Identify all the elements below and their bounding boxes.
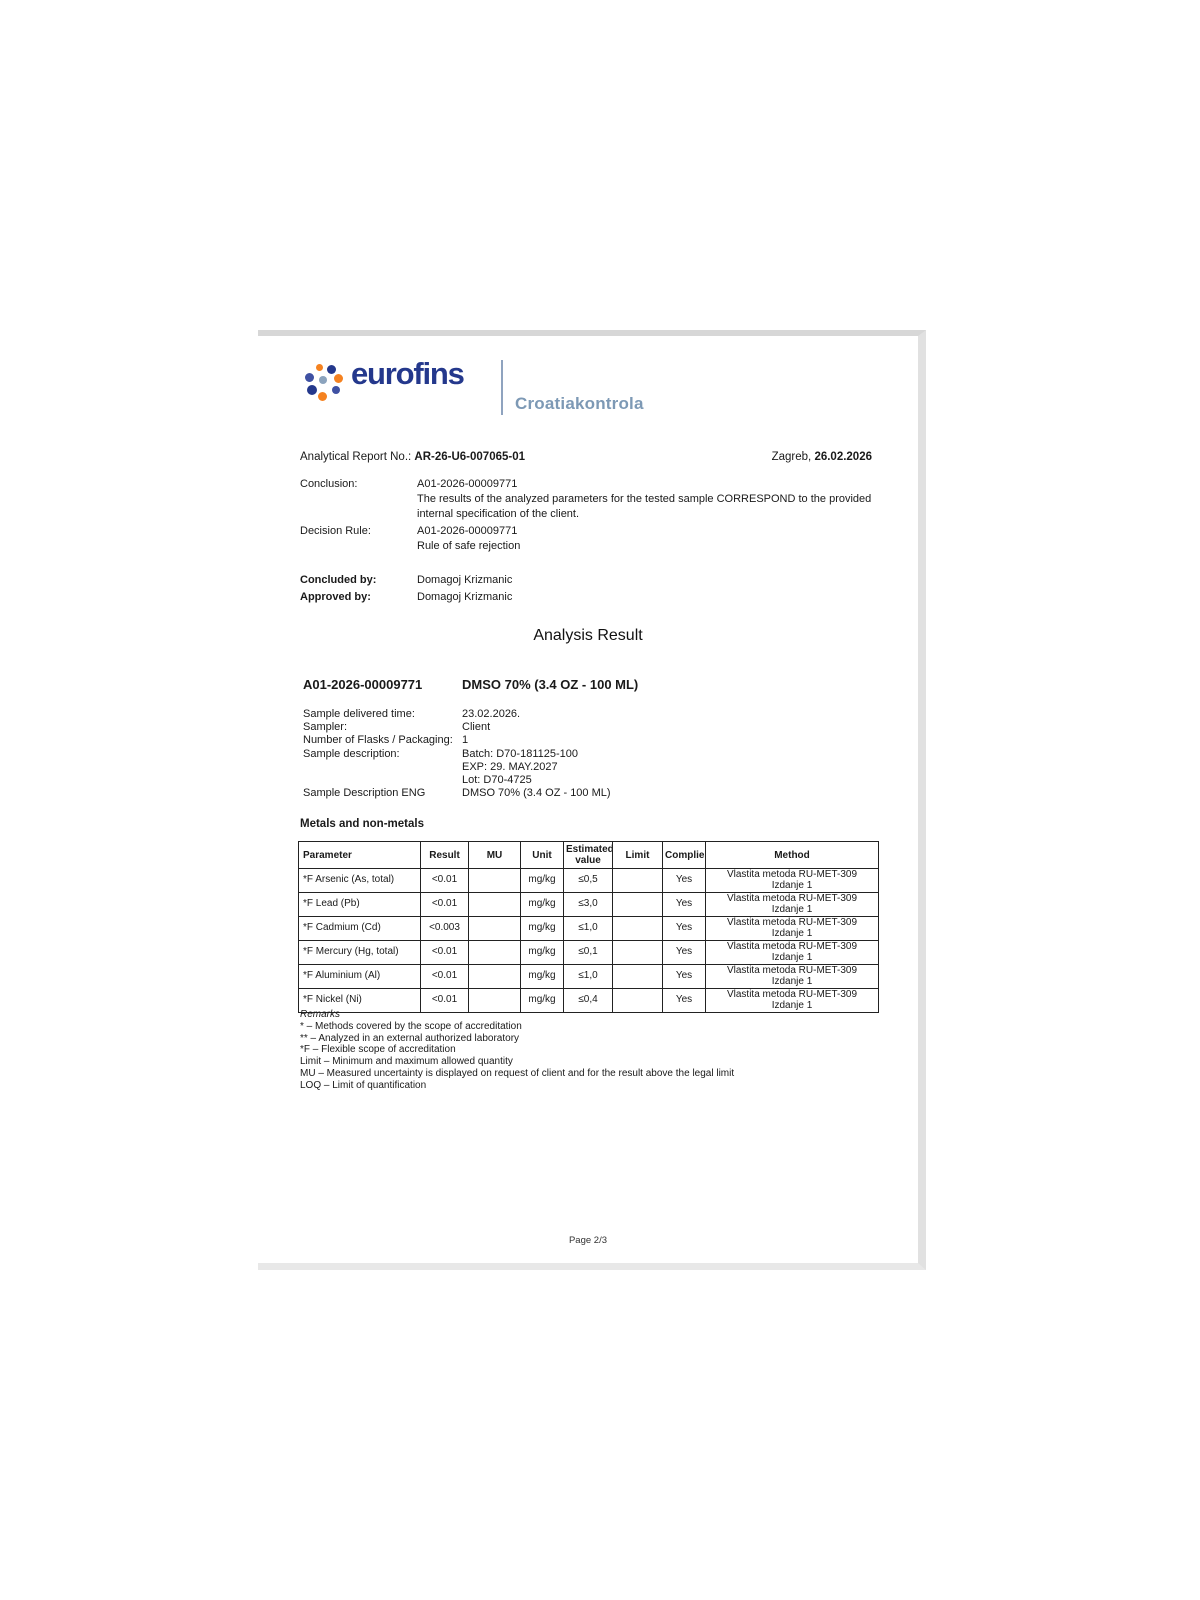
col-method: Method — [705, 841, 879, 869]
remark-line: *F – Flexible scope of accreditation — [300, 1044, 456, 1056]
remark-line: Limit – Minimum and maximum allowed quan… — [300, 1056, 513, 1068]
remarks-section: Remarks * – Methods covered by the scope… — [300, 1009, 872, 1092]
sample-detail-row: Sample Description ENG DMSO 70% (3.4 OZ … — [303, 787, 611, 800]
sample-header: A01-2026-00009771 DMSO 70% (3.4 OZ - 100… — [303, 677, 875, 692]
col-mu: MU — [468, 841, 521, 869]
concluded-by-label: Concluded by: — [300, 574, 377, 586]
table-row: *F Lead (Pb) <0.01 mg/kg ≤3,0 Yes Vlasti… — [298, 892, 879, 917]
remarks-title: Remarks — [300, 1009, 341, 1020]
decision-rule-label: Decision Rule: — [300, 525, 371, 537]
table-row: *F Arsenic (As, total) <0.01 mg/kg ≤0,5 … — [298, 868, 879, 893]
eurofins-logo-icon — [305, 364, 343, 402]
col-estimated-value: Estimated value — [563, 841, 613, 869]
sample-detail-row: Sample description: Batch: D70-181125-10… — [303, 747, 578, 760]
report-date: 26.02.2026 — [814, 451, 872, 463]
sample-detail-row: Number of Flasks / Packaging: 1 — [303, 734, 469, 747]
col-result: Result — [420, 841, 469, 869]
place: Zagreb, — [771, 451, 812, 463]
approved-by-label: Approved by: — [300, 591, 371, 603]
place-date: Zagreb, 26.02.2026 — [772, 451, 872, 463]
sample-detail-row: EXP: 29. MAY.2027 — [462, 760, 558, 773]
conclusion-sample-id: A01-2026-00009771 — [417, 478, 518, 490]
division-name: Croatiakontrola — [515, 394, 644, 413]
col-unit: Unit — [520, 841, 564, 869]
sample-detail-row: Lot: D70-4725 — [462, 774, 532, 787]
report-page: eurofins Croatiakontrola Zagreb, 26.02.2… — [258, 330, 926, 1270]
col-parameter: Parameter — [298, 841, 421, 869]
eurofins-brand-text: eurofins — [351, 356, 465, 391]
report-number: AR-26-U6-007065-01 — [414, 451, 526, 463]
conclusion-text: The results of the analyzed parameters f… — [417, 493, 872, 520]
table-row: *F Aluminium (Al) <0.01 mg/kg ≤1,0 Yes V… — [298, 964, 879, 989]
remark-line: LOQ – Limit of quantification — [300, 1079, 427, 1091]
metals-section-title: Metals and non-metals — [300, 818, 424, 830]
table-row: *F Mercury (Hg, total) <0.01 mg/kg ≤0,1 … — [298, 940, 879, 965]
conclusion-label: Conclusion: — [300, 478, 358, 490]
decision-rule-section: Decision Rule: A01-2026-00009771 Rule of… — [300, 524, 872, 554]
col-complies: Complies — [662, 841, 706, 869]
remark-line: * – Methods covered by the scope of accr… — [300, 1020, 522, 1032]
decision-rule-sample-id: A01-2026-00009771 — [417, 525, 518, 537]
remark-line: ** – Analyzed in an external authorized … — [300, 1032, 520, 1044]
col-limit: Limit — [612, 841, 663, 869]
report-header-line: Zagreb, 26.02.2026 Analytical Report No.… — [300, 451, 872, 463]
conclusion-section: Conclusion: A01-2026-00009771 The result… — [300, 477, 872, 522]
logo-row: eurofins Croatiakontrola — [303, 356, 863, 440]
approved-by-name: Domagoj Krizmanic — [417, 591, 513, 603]
sample-details: Sample delivered time: 23.02.2026. Sampl… — [303, 708, 875, 800]
analysis-result-title: Analysis Result — [533, 627, 643, 644]
concluded-by-name: Domagoj Krizmanic — [417, 574, 513, 586]
results-table-wrap: Parameter Result MU Unit Estimated value… — [298, 841, 879, 1013]
report-number-label: Analytical Report No.: — [300, 451, 412, 463]
table-row: *F Nickel (Ni) <0.01 mg/kg ≤0,4 Yes Vlas… — [298, 988, 879, 1013]
logo-separator — [501, 360, 503, 415]
remark-line: MU – Measured uncertainty is displayed o… — [300, 1067, 735, 1079]
page-number: Page 2/3 — [568, 1235, 608, 1246]
sample-detail-row: Sampler: Client — [303, 721, 491, 734]
signoff-section: Concluded by: Domagoj Krizmanic Approved… — [300, 572, 872, 606]
results-table: Parameter Result MU Unit Estimated value… — [298, 841, 879, 1013]
decision-rule-text: Rule of safe rejection — [417, 540, 521, 552]
sample-detail-row: Sample delivered time: 23.02.2026. — [303, 708, 521, 720]
table-row: *F Cadmium (Cd) <0.003 mg/kg ≤1,0 Yes Vl… — [298, 916, 879, 941]
sample-id: A01-2026-00009771 — [303, 677, 423, 692]
sample-name: DMSO 70% (3.4 OZ - 100 ML) — [462, 677, 639, 692]
table-header-row: Parameter Result MU Unit Estimated value… — [298, 841, 879, 869]
